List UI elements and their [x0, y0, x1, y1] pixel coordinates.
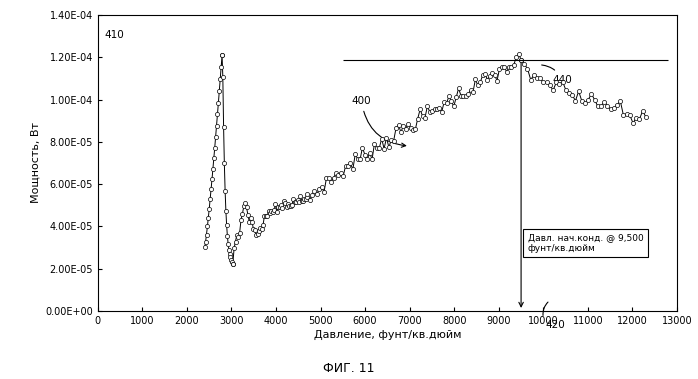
Text: 420: 420 — [546, 320, 565, 330]
Text: Давл. нач.конд. @ 9,500
фунт/кв.дюйм: Давл. нач.конд. @ 9,500 фунт/кв.дюйм — [528, 233, 644, 253]
Y-axis label: Мощность, Вт: Мощность, Вт — [31, 122, 41, 204]
Text: ФИГ. 11: ФИГ. 11 — [323, 362, 375, 375]
Text: 400: 400 — [352, 96, 406, 147]
X-axis label: Давление, фунт/кв.дюйм: Давление, фунт/кв.дюйм — [313, 330, 461, 340]
Text: 410: 410 — [105, 30, 124, 40]
Text: 440: 440 — [542, 65, 572, 85]
